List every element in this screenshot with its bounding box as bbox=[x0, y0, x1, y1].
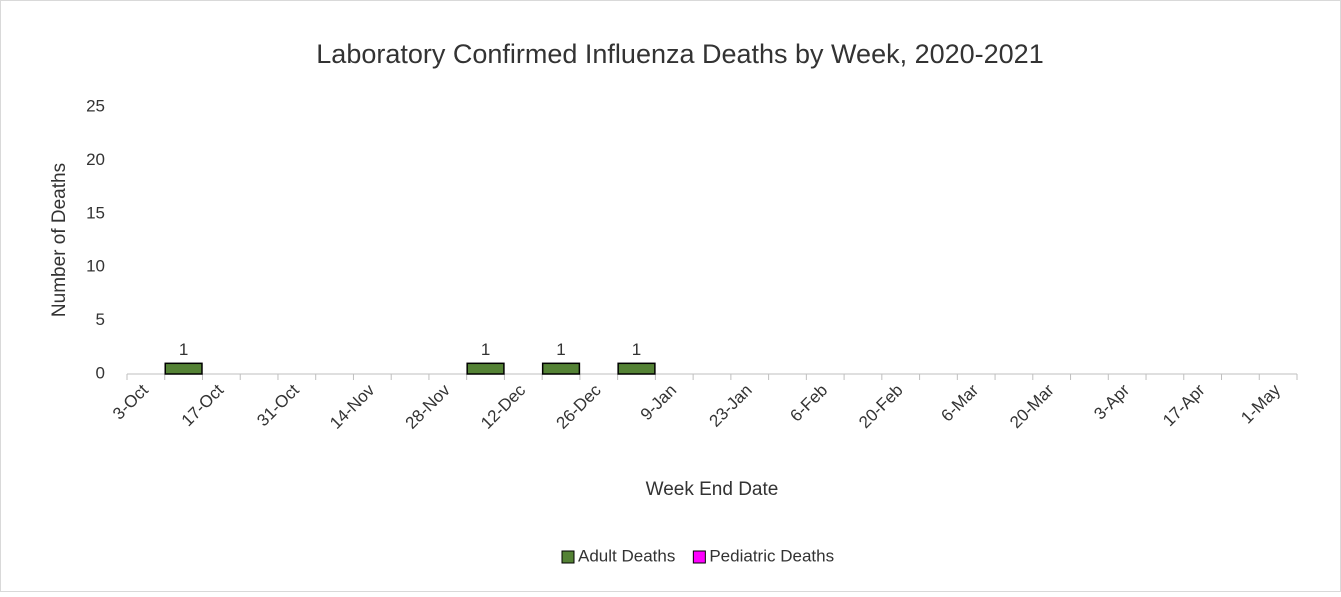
bar bbox=[541, 362, 581, 375]
legend-label: Pediatric Deaths bbox=[709, 546, 834, 565]
chart-title: Laboratory Confirmed Influenza Deaths by… bbox=[316, 39, 1043, 69]
data-label: 1 bbox=[179, 340, 188, 359]
y-tick-label: 15 bbox=[86, 203, 105, 222]
data-label: 1 bbox=[481, 340, 490, 359]
legend-swatch bbox=[561, 550, 575, 564]
y-tick-label: 25 bbox=[86, 96, 105, 115]
y-tick-label: 0 bbox=[96, 363, 105, 382]
legend-label: Adult Deaths bbox=[578, 546, 675, 565]
y-tick-label: 5 bbox=[96, 310, 105, 329]
y-axis-title: Number of Deaths bbox=[49, 163, 70, 317]
y-tick-label: 20 bbox=[86, 150, 105, 169]
bar bbox=[164, 362, 203, 375]
data-label: 1 bbox=[632, 340, 641, 359]
x-axis-title: Week End Date bbox=[646, 479, 779, 500]
y-tick-label: 10 bbox=[86, 257, 105, 276]
legend-swatch bbox=[692, 550, 706, 564]
bar bbox=[617, 362, 656, 375]
bar bbox=[466, 362, 505, 375]
data-label: 1 bbox=[556, 340, 565, 359]
